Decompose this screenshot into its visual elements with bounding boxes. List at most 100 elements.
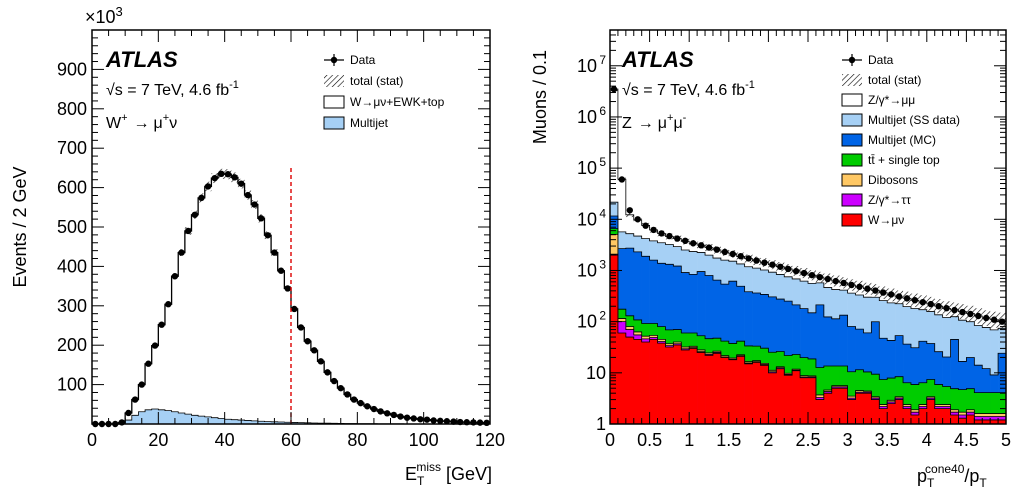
data-point — [927, 300, 934, 308]
x-tick-label: 0 — [605, 430, 615, 450]
x-tick-label: 3.5 — [875, 430, 900, 450]
y-tick-label: 300 — [57, 296, 87, 316]
y-tick-label: 100 — [57, 375, 87, 395]
stack-outline — [609, 228, 1007, 424]
data-point — [832, 277, 839, 285]
data-point — [769, 261, 776, 268]
data-point — [856, 283, 863, 290]
data-point — [618, 176, 626, 183]
data-point — [145, 360, 152, 367]
y-tick-exponent: 2 — [599, 309, 606, 323]
data-point — [951, 306, 958, 314]
left-y-axis-label: Events / 2 GeV — [10, 166, 30, 287]
legend-hatch-swatch — [324, 75, 344, 87]
stack-bin — [689, 348, 698, 424]
y-tick-label: 10 — [586, 363, 606, 383]
data-point — [808, 271, 816, 279]
stack-bin — [815, 399, 825, 424]
data-point — [224, 171, 232, 178]
data-point — [975, 312, 982, 320]
data-point — [390, 411, 398, 419]
legend-swatch — [841, 213, 863, 227]
y-tick-label: 10 — [577, 260, 597, 280]
stack-bin — [958, 389, 967, 424]
right-channel-label: Z → μ+μ- — [622, 112, 687, 132]
legend-label: total (stat) — [868, 73, 921, 87]
data-point — [284, 285, 291, 292]
stack-bin — [681, 349, 690, 424]
stack-bin — [610, 255, 619, 424]
y-tick-label: 600 — [57, 178, 87, 198]
y-tick-label: 900 — [57, 59, 87, 79]
data-point — [729, 250, 736, 258]
data-point — [634, 216, 641, 223]
y-tick-exponent: 3 — [599, 257, 606, 271]
stack-bin — [871, 399, 880, 424]
legend-swatch — [841, 113, 863, 127]
stack-bin — [903, 382, 912, 424]
data-point — [257, 215, 265, 222]
stack-bin — [657, 343, 666, 424]
data-point — [658, 230, 665, 237]
stack-bin — [744, 363, 753, 424]
stack-bin — [784, 375, 793, 424]
data-point — [887, 291, 895, 298]
data-point — [959, 308, 966, 316]
stack-bin — [839, 388, 848, 424]
data-point — [967, 310, 974, 318]
stack-bin — [910, 384, 920, 424]
right-stacked-histograms — [609, 86, 1007, 424]
stack-bin — [966, 414, 975, 424]
y-tick-exponent: 5 — [599, 155, 606, 169]
legend-label: Data — [350, 53, 376, 67]
left-chart: 0 20 40 60 80 100 120 100 200 300 400 500 600 700 800 9… — [10, 4, 505, 488]
stack-bin — [641, 342, 650, 424]
stack-bin — [934, 408, 943, 424]
data-point — [383, 410, 391, 417]
stack-bin — [942, 408, 951, 424]
x-tick-label: 40 — [215, 430, 235, 450]
y-tick-label: 10 — [577, 312, 597, 332]
x-tick-label: 2 — [763, 430, 773, 450]
legend-label: tt̄ + single top — [868, 153, 940, 167]
legend-label: Dibosons — [868, 173, 918, 187]
legend-data-marker — [330, 56, 338, 64]
data-point — [895, 293, 903, 300]
stack-bin — [625, 337, 635, 424]
data-point — [324, 369, 331, 376]
stack-bin — [903, 408, 912, 424]
stack-bin — [895, 399, 904, 424]
data-point — [165, 301, 172, 308]
stack-bin — [990, 419, 999, 424]
data-point — [311, 347, 318, 354]
data-point — [138, 381, 145, 388]
stack-bin — [950, 414, 959, 424]
data-point — [705, 244, 713, 251]
legend-label: W→μν — [868, 213, 904, 227]
stack-bin — [879, 408, 888, 424]
data-point — [357, 399, 364, 407]
data-point — [476, 419, 484, 426]
left-y-scale-factor: ×103 — [85, 4, 123, 27]
stack-bin — [990, 392, 999, 424]
legend-hatch-swatch — [842, 74, 862, 86]
stack-bin — [665, 346, 674, 424]
data-point — [721, 248, 729, 256]
data-point — [689, 240, 697, 247]
stack-outline — [609, 215, 1007, 424]
data-point — [410, 415, 417, 422]
legend-label: Multijet (MC) — [868, 133, 936, 147]
data-point — [483, 419, 490, 427]
left-x-axis-label: ETmiss [GeV] — [405, 460, 492, 488]
stack-bin — [958, 418, 967, 424]
data-point — [330, 377, 338, 385]
y-tick-label: 1 — [596, 414, 606, 434]
stack-bin — [705, 355, 714, 424]
data-point — [864, 285, 871, 292]
stack-bin — [879, 379, 888, 424]
data-point — [198, 194, 205, 202]
legend-label: Z/γ*→ττ — [868, 193, 911, 207]
stack-outline — [609, 253, 1007, 424]
y-tick-exponent: 6 — [599, 104, 606, 118]
